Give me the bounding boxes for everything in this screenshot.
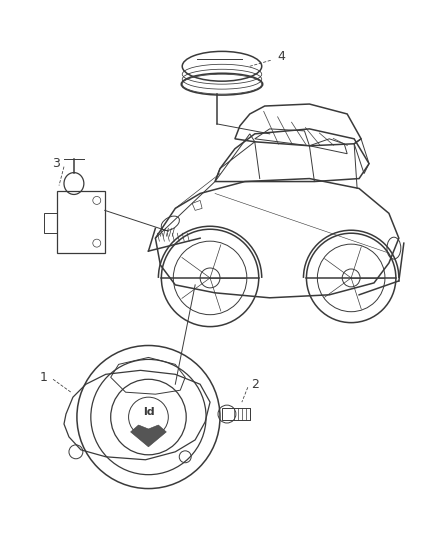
Bar [222, 408, 250, 420]
Bar [57, 191, 105, 253]
Text: 4: 4 [278, 50, 286, 63]
Text: 3: 3 [52, 157, 60, 170]
Text: 2: 2 [251, 378, 259, 391]
Text: 1: 1 [39, 371, 47, 384]
Polygon shape [131, 425, 166, 447]
Text: ld: ld [143, 407, 154, 417]
